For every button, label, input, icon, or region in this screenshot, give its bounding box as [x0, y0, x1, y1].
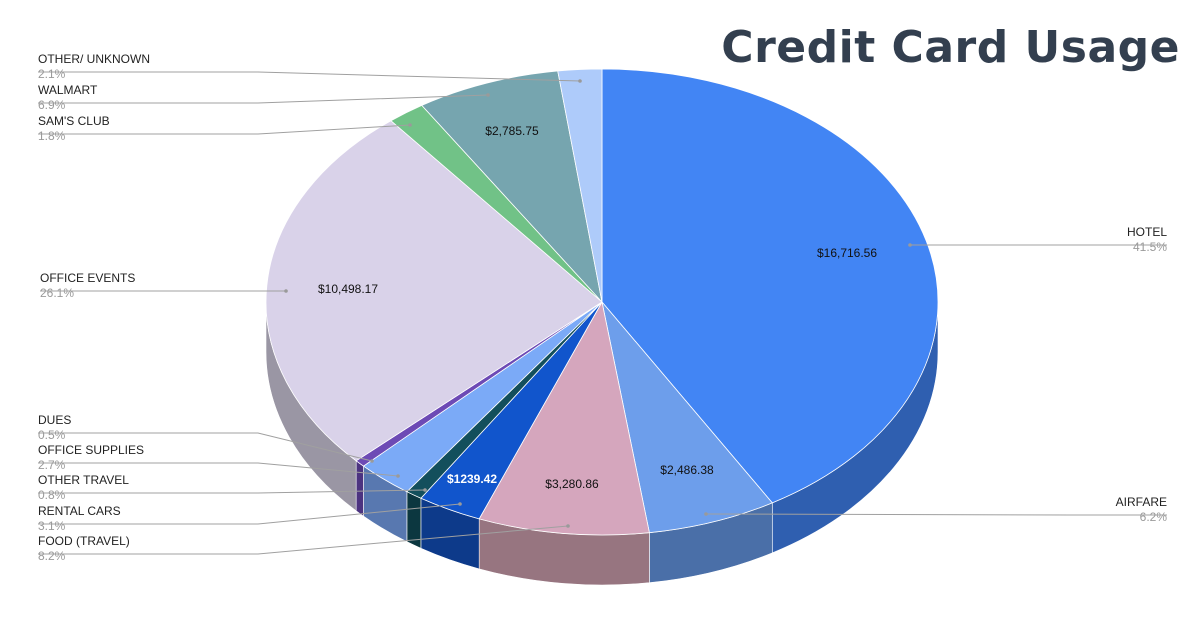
leader-line-sam-s-club [38, 124, 411, 135]
value-label-airfare: $2,486.38 [660, 463, 714, 477]
legend-pct-food-travel: 8.2% [38, 549, 66, 563]
legend-pct-sam-s-club: 1.8% [38, 129, 66, 143]
leader-dot-hotel [908, 243, 912, 247]
leader-line-food-travel [38, 525, 569, 555]
legend-label-rental-cars: RENTAL CARS [38, 504, 121, 518]
leader-dot-other-unknown [578, 79, 582, 83]
legend-label-dues: DUES [38, 413, 71, 427]
leader-line-walmart [38, 94, 489, 104]
leader-line-airfare [705, 513, 1167, 516]
leader-line-other-unknown [38, 71, 581, 82]
value-label-hotel: $16,716.56 [817, 246, 877, 260]
leader-line-rental-cars [38, 503, 461, 525]
legend-label-office-events: OFFICE EVENTS [40, 271, 135, 285]
value-label-walmart: $2,785.75 [485, 124, 539, 138]
leader-lines [38, 71, 1167, 555]
leader-line-other-travel [38, 489, 426, 494]
legend-pct-dues: 0.5% [38, 428, 66, 442]
legend-label-office-supplies: OFFICE SUPPLIES [38, 443, 144, 457]
chart-title: Credit Card Usage [721, 22, 1180, 73]
legend-label-airfare: AIRFARE [1116, 495, 1167, 509]
legend-pct-airfare: 6.2% [1140, 510, 1168, 524]
pie-slices [265, 68, 939, 536]
value-label-rental-cars: $1239.42 [447, 472, 497, 486]
leader-dot-sam-s-club [408, 123, 412, 127]
slice-airfare[interactable] [601, 301, 773, 534]
legend-pct-other-travel: 0.8% [38, 488, 66, 502]
leader-dot-airfare [704, 512, 708, 516]
slice-food-travel[interactable] [478, 300, 650, 536]
value-label-office-events: $10,498.17 [318, 282, 378, 296]
leader-dot-office-supplies [396, 474, 400, 478]
legend-pct-walmart: 6.9% [38, 98, 66, 112]
value-label-food-travel: $3,280.86 [545, 477, 599, 491]
legend-pct-hotel: 41.5% [1133, 240, 1167, 254]
legend-label-other-unknown: OTHER/ UNKNOWN [38, 52, 150, 66]
legend-label-food-travel: FOOD (TRAVEL) [38, 534, 130, 548]
leader-dot-office-events [284, 289, 288, 293]
leader-line-office-supplies [38, 462, 399, 477]
leader-dot-rental-cars [458, 502, 462, 506]
slice-walmart[interactable] [421, 70, 603, 304]
legend-label-hotel: HOTEL [1127, 225, 1167, 239]
leader-dot-food-travel [566, 524, 570, 528]
legend-label-other-travel: OTHER TRAVEL [38, 473, 129, 487]
slice-hotel[interactable] [601, 68, 939, 504]
legend-label-walmart: WALMART [38, 83, 98, 97]
leader-line-dues [38, 432, 373, 462]
leader-dot-other-travel [423, 488, 427, 492]
legend-pct-office-events: 26.1% [40, 286, 74, 300]
leader-dot-dues [370, 459, 374, 463]
leader-dot-walmart [486, 93, 490, 97]
legend-pct-rental-cars: 3.1% [38, 519, 66, 533]
side-dues [355, 460, 364, 517]
legend-pct-other-unknown: 2.1% [38, 67, 66, 81]
legend-label-sam-s-club: SAM'S CLUB [38, 114, 110, 128]
slice-other-unknown[interactable] [557, 68, 603, 303]
legend-pct-office-supplies: 2.7% [38, 458, 66, 472]
slice-office-events[interactable] [265, 120, 603, 462]
